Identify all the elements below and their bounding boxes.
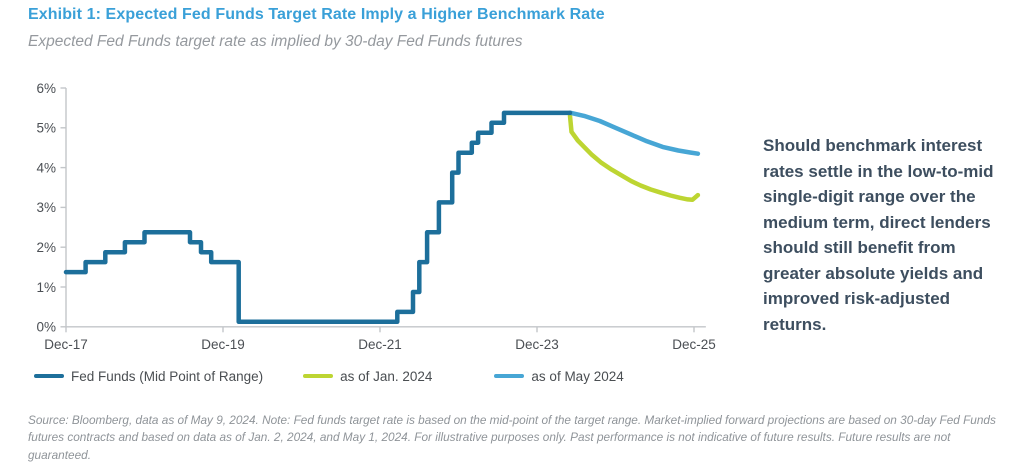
fed-funds-line-swatch: [34, 373, 64, 379]
legend-label-fed-funds: Fed Funds (Mid Point of Range): [71, 368, 264, 384]
exhibit-header: Exhibit 1: Expected Fed Funds Target Rat…: [28, 6, 788, 51]
x-tick-label: Dec-21: [358, 337, 402, 352]
legend-label-may-2024: as of May 2024: [531, 368, 624, 384]
x-tick-label: Dec-19: [201, 337, 245, 352]
x-tick-label: Dec-17: [44, 337, 88, 352]
page-subtitle: Expected Fed Funds target rate as implie…: [28, 33, 523, 50]
series-line-as-of-may-2024: [567, 110, 701, 156]
legend-label-jan-2024: as of Jan. 2024: [340, 368, 433, 384]
legend-item-jan-2024: as of Jan. 2024: [303, 369, 432, 384]
legend-item-fed-funds: Fed Funds (Mid Point of Range): [34, 369, 263, 384]
series-line-fed-funds-mid-point-of-range: [63, 110, 573, 325]
y-tick-label: 0%: [36, 320, 56, 335]
commentary-note: Should benchmark interest rates settle i…: [763, 136, 994, 334]
y-tick-label: 2%: [36, 240, 56, 255]
y-tick-label: 3%: [36, 200, 56, 215]
y-tick-label: 5%: [36, 121, 56, 136]
rate-chart-canvas: 0% 1% 2% 3% 4% 5% 6% Dec-17 Dec-19 Dec-21 Dec-23 De…: [36, 81, 716, 352]
legend-item-may-2024: as of May 2024: [494, 368, 624, 384]
chart-legend: Fed Funds (Mid Point of Range) as of Jan…: [34, 366, 624, 386]
x-tick-label: Dec-25: [672, 337, 716, 352]
series-line-as-of-jan-2024: [567, 113, 701, 203]
x-tick-label: Dec-23: [515, 337, 559, 352]
may-2024-line-swatch: [494, 373, 525, 379]
page-title: Exhibit 1: Expected Fed Funds Target Rat…: [28, 6, 605, 23]
y-tick-label: 6%: [36, 81, 56, 96]
source-footnote: Source: Bloomberg, data as of May 9, 202…: [28, 413, 996, 462]
y-tick-label: 1%: [36, 280, 56, 295]
fed-funds-chart: 0% 1% 2% 3% 4% 5% 6% Dec-17 Dec-19 Dec-21 Dec-23 De…: [25, 78, 730, 360]
y-tick-label: 4%: [36, 160, 56, 175]
jan-2024-line-swatch: [303, 373, 334, 379]
